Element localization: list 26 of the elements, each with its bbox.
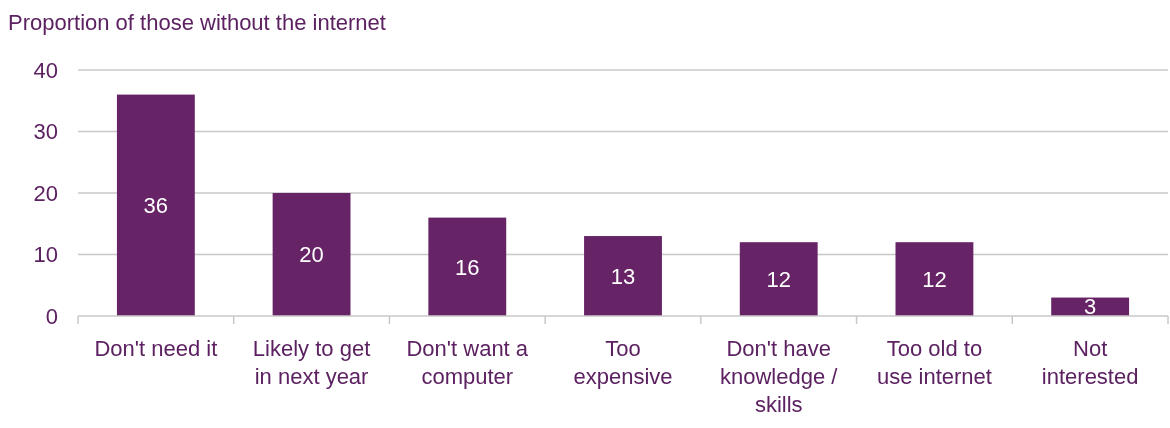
x-tick-label: Don't want a computer [406,336,529,389]
bar [272,193,351,316]
x-tick-label: Too old to use internet [876,336,992,389]
x-tick-label: Don't have knowledge / skills [720,336,839,417]
data-label: 13 [610,263,636,289]
y-axis-title: Proportion of those without the internet [8,10,386,35]
data-label: 20 [299,242,324,268]
y-tick-label: 30 [33,119,58,145]
x-tick-label: Don't need it [94,336,218,361]
bar [584,236,662,316]
y-tick-label: 10 [33,242,58,268]
bar [739,242,818,316]
y-tick-label: 40 [33,57,58,83]
data-label: 12 [766,266,791,292]
data-label: 3 [1084,294,1097,320]
x-tick-label: Too expensive [573,336,673,389]
x-tick-label: Not interested [1041,336,1139,389]
x-tick-label: Likely to get in next year [252,336,371,389]
bar [116,94,195,316]
data-label: 16 [455,254,480,280]
bar [428,217,507,316]
bar [895,242,974,316]
y-tick-label: 20 [33,180,58,206]
data-label: 36 [143,193,169,218]
y-tick-label: 0 [45,303,58,329]
data-label: 12 [922,266,947,292]
